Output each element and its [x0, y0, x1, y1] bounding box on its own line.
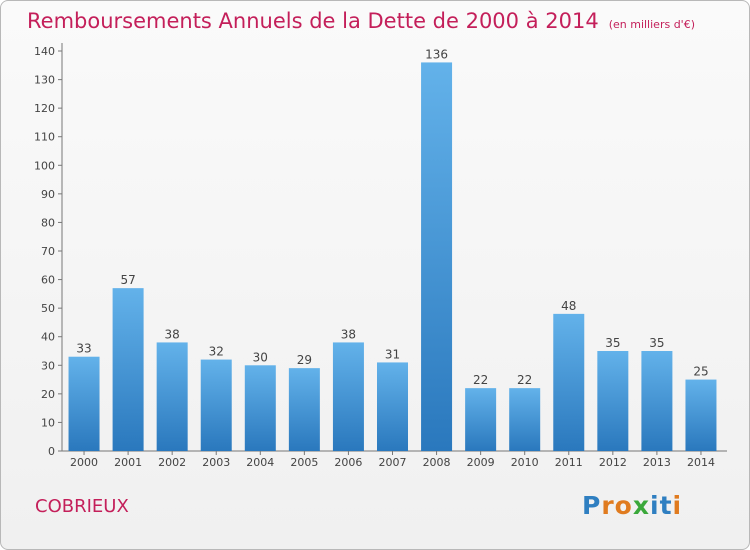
logo-letter: t [659, 491, 673, 520]
data-label: 32 [209, 345, 224, 359]
x-tick-label: 2007 [379, 456, 407, 469]
chart-title: Remboursements Annuels de la Dette de 20… [27, 9, 695, 33]
bar [112, 288, 144, 451]
data-label: 25 [693, 365, 708, 379]
bar [156, 342, 188, 451]
data-label: 35 [605, 336, 620, 350]
data-label: 38 [341, 327, 356, 341]
logo-letter: i [672, 491, 683, 520]
x-tick-label: 2014 [687, 456, 715, 469]
proxiti-logo[interactable]: Proxiti [582, 491, 682, 520]
x-tick-label: 2010 [511, 456, 539, 469]
data-label: 31 [385, 347, 400, 361]
bar [553, 313, 585, 451]
x-tick-label: 2001 [114, 456, 142, 469]
y-tick-label: 80 [41, 216, 55, 229]
logo-letter: o [614, 491, 633, 520]
logo-letter: P [582, 491, 602, 520]
title-text: Remboursements Annuels de la Dette de 20… [27, 9, 599, 33]
y-tick-label: 0 [48, 445, 55, 458]
y-tick-label: 110 [34, 131, 55, 144]
x-tick-label: 2003 [202, 456, 230, 469]
bar [332, 342, 364, 451]
x-tick-label: 2004 [246, 456, 274, 469]
x-tick-label: 2008 [423, 456, 451, 469]
y-tick-label: 60 [41, 274, 55, 287]
logo-letter: i [650, 491, 660, 520]
bar [288, 368, 320, 451]
bar [377, 362, 408, 451]
data-label: 22 [473, 373, 488, 387]
data-label: 48 [561, 299, 576, 313]
y-tick-label: 30 [41, 359, 55, 372]
data-label: 33 [76, 342, 91, 356]
bar [421, 62, 453, 452]
x-tick-label: 2009 [467, 456, 495, 469]
y-tick-label: 140 [34, 45, 55, 58]
y-tick-label: 50 [41, 302, 55, 315]
x-tick-label: 2013 [643, 456, 671, 469]
bar [509, 388, 541, 451]
y-tick-label: 130 [34, 74, 55, 87]
bar [200, 359, 232, 451]
x-tick-label: 2005 [290, 456, 318, 469]
bar [641, 351, 673, 451]
bar [68, 356, 100, 451]
data-label: 35 [649, 336, 664, 350]
y-tick-label: 100 [34, 159, 55, 172]
bar [685, 379, 717, 451]
data-label: 57 [120, 273, 135, 287]
data-label: 38 [165, 327, 180, 341]
x-tick-label: 2006 [334, 456, 362, 469]
x-tick-label: 2002 [158, 456, 186, 469]
data-label: 30 [253, 350, 268, 364]
y-tick-label: 20 [41, 388, 55, 401]
logo-letter: x [632, 491, 650, 520]
y-tick-label: 70 [41, 245, 55, 258]
y-tick-label: 90 [41, 188, 55, 201]
bar [244, 365, 276, 451]
logo-letter: r [601, 491, 615, 520]
x-tick-label: 2000 [70, 456, 98, 469]
data-label: 22 [517, 373, 532, 387]
y-tick-label: 10 [41, 416, 55, 429]
bar [597, 351, 629, 451]
city-name: COBRIEUX [35, 496, 129, 517]
y-tick-label: 40 [41, 331, 55, 344]
x-tick-label: 2011 [555, 456, 583, 469]
data-label: 29 [297, 353, 312, 367]
y-tick-label: 120 [34, 102, 55, 115]
bar [465, 388, 497, 451]
title-unit: (en milliers d'€) [608, 18, 695, 31]
x-tick-label: 2012 [599, 456, 627, 469]
data-label: 136 [425, 47, 448, 61]
